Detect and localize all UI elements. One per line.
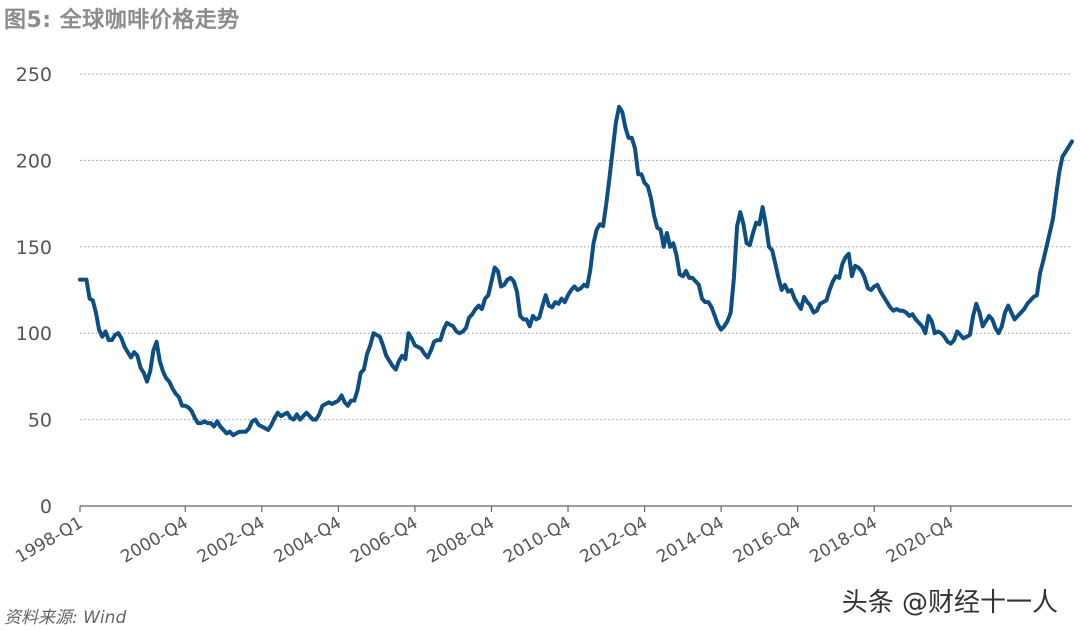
y-tick-label: 50 xyxy=(28,410,52,432)
x-tick-label: 2002-Q4 xyxy=(194,513,268,567)
source-note: 资料来源: Wind xyxy=(4,608,127,628)
x-axis xyxy=(79,505,1072,512)
x-tick-label: 2016-Q4 xyxy=(730,513,804,567)
x-axis-tick-labels: 1998-Q1 2000-Q4 2002-Q4 2004-Q4 2006-Q4 2008-… xyxy=(12,513,957,567)
y-tick-label: 150 xyxy=(16,237,52,259)
chart-title: 图5: 全球咖啡价格走势 xyxy=(4,8,240,33)
x-tick-label: 2020-Q4 xyxy=(883,513,957,567)
y-tick-label: 0 xyxy=(40,496,52,518)
x-tick-label: 2010-Q4 xyxy=(500,513,574,567)
y-tick-label: 200 xyxy=(16,150,52,172)
series-group xyxy=(78,104,1074,438)
x-tick-label: 2008-Q4 xyxy=(424,513,498,567)
coffee-price-line xyxy=(78,104,1074,438)
grid-lines xyxy=(80,73,1072,421)
x-tick-label: 2014-Q4 xyxy=(653,513,727,567)
x-tick-label: 1998-Q1 xyxy=(12,513,86,567)
x-tick-label: 2018-Q4 xyxy=(806,513,880,567)
x-tick-label: 2004-Q4 xyxy=(271,513,345,567)
x-tick-label: 2012-Q4 xyxy=(577,513,651,567)
y-tick-label: 250 xyxy=(16,64,52,86)
x-tick-label: 2000-Q4 xyxy=(117,513,191,567)
y-tick-label: 100 xyxy=(16,323,52,345)
watermark: 头条 @财经十一人 xyxy=(841,588,1058,618)
x-tick-label: 2006-Q4 xyxy=(347,513,421,567)
y-axis-tick-labels: 0 50 100 150 200 250 xyxy=(16,64,52,518)
